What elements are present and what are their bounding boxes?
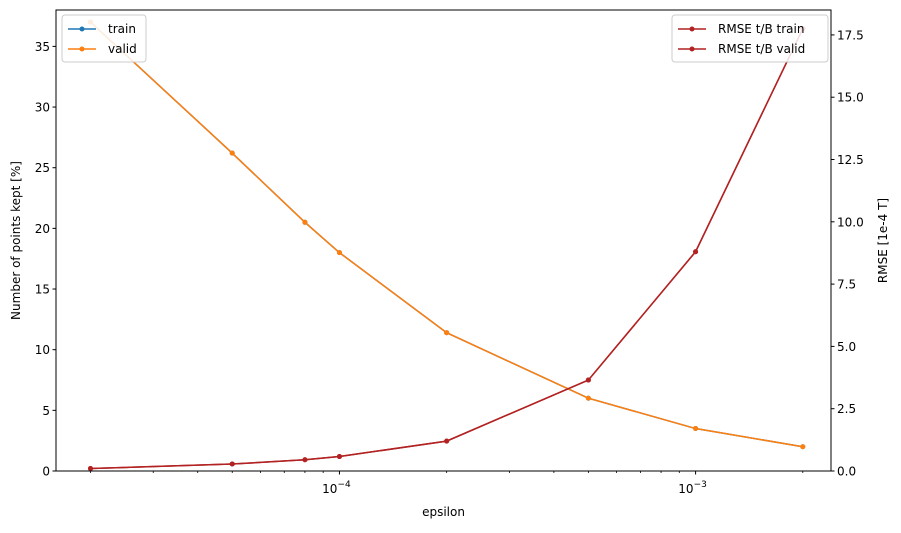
y-right-tick-label: 10.0 bbox=[837, 215, 864, 229]
y-right-tick-label: 7.5 bbox=[837, 278, 856, 292]
y-right-tick-label: 2.5 bbox=[837, 402, 856, 416]
x-tick-label: 10−4 bbox=[322, 480, 351, 496]
plot-frame bbox=[55, 9, 832, 472]
legend-left: train valid bbox=[61, 14, 147, 63]
y-right-tick-label: 0.0 bbox=[837, 465, 856, 479]
y-right-tick-label: 17.5 bbox=[837, 28, 864, 42]
plot-area bbox=[56, 10, 831, 471]
y-left-tick-label: 20 bbox=[35, 222, 50, 236]
series-valid-point bbox=[444, 330, 450, 336]
legend-valid-marker bbox=[79, 46, 85, 52]
y-left-tick-label: 25 bbox=[35, 161, 50, 175]
series-valid-line bbox=[90, 21, 803, 448]
legend-train-marker bbox=[79, 26, 85, 32]
series-rmse-valid-point bbox=[336, 454, 342, 460]
legend-right: RMSE t/B train RMSE t/B valid bbox=[671, 14, 829, 63]
legend-rmse-valid-label: RMSE t/B valid bbox=[718, 42, 805, 56]
y-axis-label-left: Number of points kept [%] bbox=[9, 161, 23, 320]
legend-rmse-train-marker bbox=[689, 26, 695, 32]
x-tick-label: 10−3 bbox=[678, 480, 707, 496]
series-valid-point bbox=[800, 444, 806, 450]
y-left-tick-label: 10 bbox=[35, 343, 50, 357]
series-valid-point bbox=[585, 395, 591, 401]
y-left-tick-label: 0 bbox=[42, 465, 50, 479]
legend-valid-label: valid bbox=[108, 42, 137, 56]
y-left-tick-label: 5 bbox=[42, 404, 50, 418]
series-rmse-valid-line bbox=[90, 28, 804, 470]
legend-train-label: train bbox=[108, 22, 136, 36]
series-valid-point bbox=[302, 219, 308, 225]
legend-rmse-valid-marker bbox=[689, 46, 695, 52]
y-axis-label-right: RMSE [1e-4 T] bbox=[876, 198, 890, 283]
y-right-tick-label: 12.5 bbox=[837, 153, 864, 167]
series-rmse-valid-point bbox=[444, 438, 450, 444]
series-rmse-valid-point bbox=[229, 461, 235, 467]
series-valid-point bbox=[229, 150, 235, 156]
series-rmse-valid-point bbox=[585, 377, 591, 383]
y-left-tick-label: 15 bbox=[35, 283, 50, 297]
y-left-tick-label: 35 bbox=[35, 40, 50, 54]
y-left-tick-label: 30 bbox=[35, 101, 50, 115]
series-rmse-valid-point bbox=[302, 457, 308, 463]
y-right-tick-label: 15.0 bbox=[837, 91, 864, 105]
legend-rmse-train-label: RMSE t/B train bbox=[718, 22, 804, 36]
y-right-tick-label: 5.0 bbox=[837, 340, 856, 354]
legend-right-box bbox=[671, 14, 829, 63]
series-valid-point bbox=[693, 426, 699, 432]
series-rmse-valid-point bbox=[88, 466, 94, 472]
x-axis-label: epsilon bbox=[422, 505, 465, 519]
series-valid-point bbox=[336, 250, 342, 256]
series-rmse-valid-point bbox=[693, 249, 699, 255]
